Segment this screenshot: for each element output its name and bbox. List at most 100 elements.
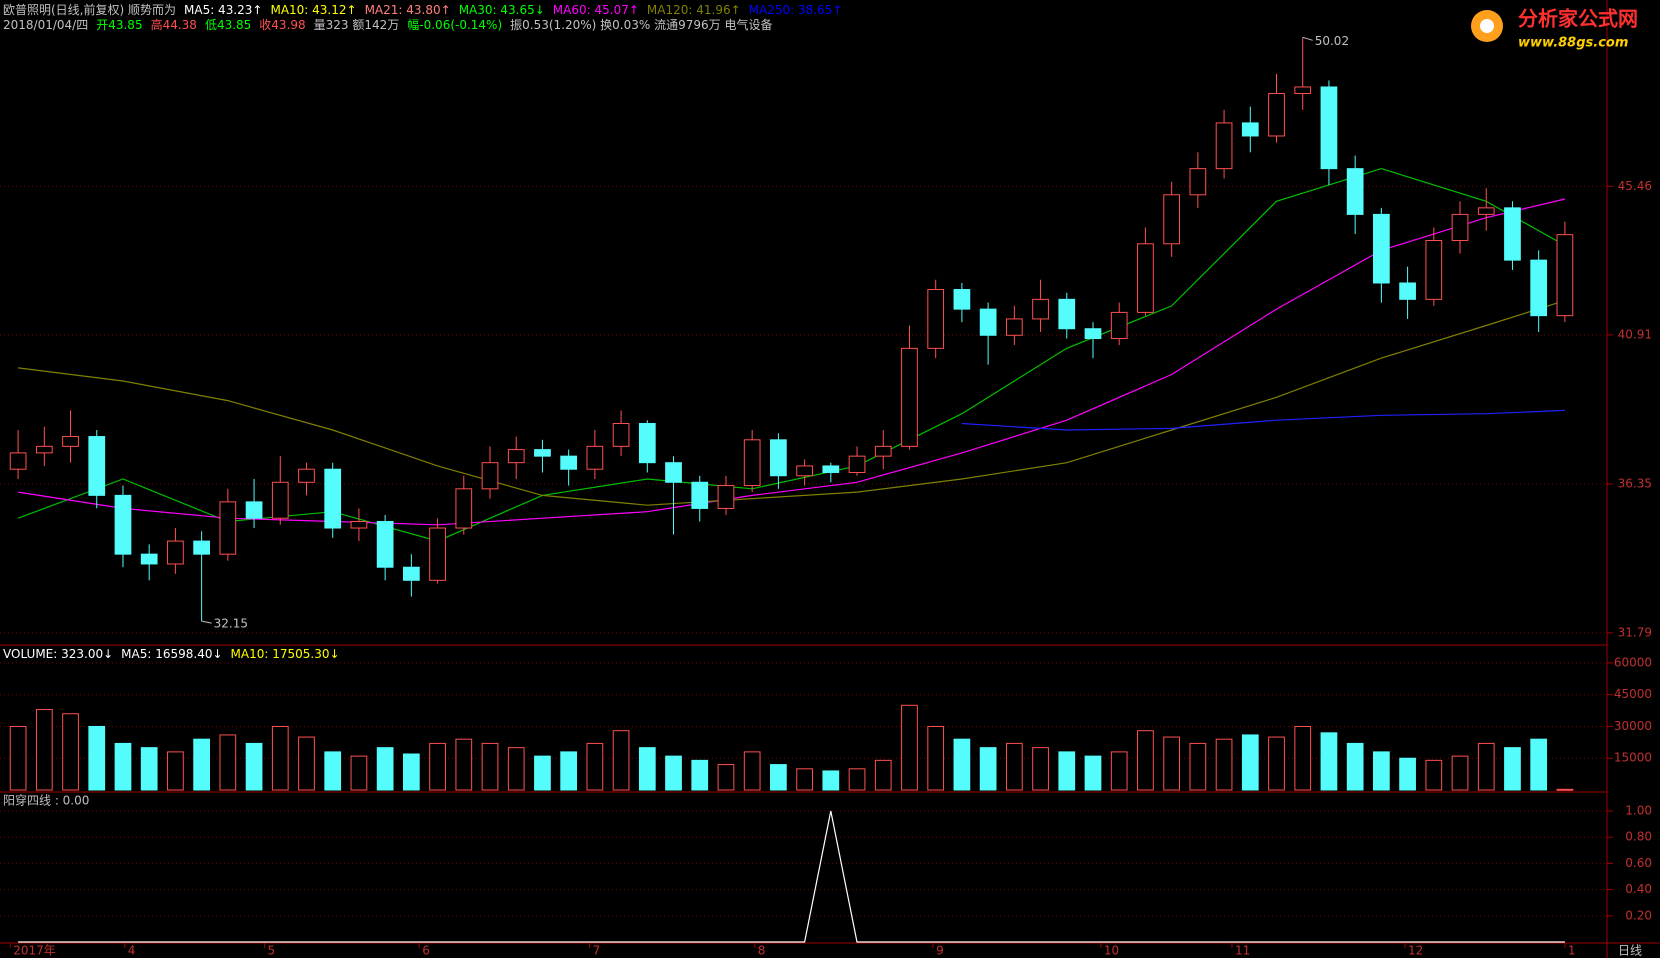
volume-bar xyxy=(1504,747,1521,791)
y-tick-label: 40.91 xyxy=(1618,327,1652,341)
volume-label: VOLUME: 323.00↓ MA5: 16598.40↓ MA10: 17505… xyxy=(3,647,340,661)
annotation-pointer xyxy=(201,620,212,624)
volume-bar xyxy=(717,764,735,791)
volume-bar xyxy=(1110,751,1128,791)
annotation: 32.15 xyxy=(214,617,248,631)
candle-body xyxy=(1451,213,1469,242)
candle-body xyxy=(455,488,473,529)
candle-body xyxy=(114,494,132,555)
x-tick-label: 4 xyxy=(128,944,136,958)
header-item: MA30: 43.65↓ xyxy=(459,3,545,17)
candle-body xyxy=(298,468,315,483)
volume-bar xyxy=(271,725,289,791)
volume-bar xyxy=(822,770,840,791)
candle-body xyxy=(979,308,997,336)
y-tick-label: 45000 xyxy=(1614,687,1652,701)
x-tick-label: 10 xyxy=(1104,944,1119,958)
volume-bar xyxy=(927,725,945,791)
y-tick-label: 0.60 xyxy=(1625,856,1652,870)
candle-body xyxy=(848,455,866,473)
candle-body xyxy=(560,455,578,470)
volume-bar xyxy=(9,725,27,791)
volume-bar xyxy=(429,742,446,791)
y-tick-label: 30000 xyxy=(1614,719,1652,733)
candle-body xyxy=(691,481,709,509)
header-item: MA10: 43.12↑ xyxy=(270,3,356,17)
volume-bar xyxy=(1268,736,1285,791)
logo-name: 分析家公式网 xyxy=(1518,7,1638,31)
volume-label-item: MA5: 16598.40↓ xyxy=(121,647,222,661)
volume-bar xyxy=(1425,759,1443,791)
volume-bar xyxy=(167,751,184,791)
y-tick-label: 15000 xyxy=(1614,751,1652,765)
candle-body xyxy=(1032,298,1049,320)
volume-bar xyxy=(1320,732,1338,791)
header-item: 开43.85 xyxy=(96,18,142,32)
volume-bar xyxy=(1373,751,1390,791)
header-item: MA21: 43.80↑ xyxy=(365,3,451,17)
candle-body xyxy=(481,462,499,490)
logo: 分析家公式网 www.88gs.com xyxy=(1471,7,1638,51)
volume-bar xyxy=(1189,742,1207,791)
candle-body xyxy=(1320,86,1338,170)
volume-bar xyxy=(376,747,394,791)
candle-body xyxy=(245,501,263,519)
indicator-line xyxy=(18,810,1565,943)
candle-body xyxy=(1373,213,1390,284)
volume-bar xyxy=(560,751,578,791)
candle-body xyxy=(62,436,79,447)
header-item: MA5: 43.23↑ xyxy=(184,3,262,17)
candle-body xyxy=(193,540,210,555)
volume-bar xyxy=(1032,747,1049,791)
candle-body xyxy=(796,465,813,477)
logo-url: www.88gs.com xyxy=(1518,36,1628,51)
candle-body xyxy=(324,468,342,529)
candle-body xyxy=(743,439,761,487)
candle-body xyxy=(1268,93,1285,137)
candle-body xyxy=(1058,298,1076,330)
volume-bar xyxy=(1084,755,1102,791)
candle-body xyxy=(953,289,971,310)
candle-body xyxy=(1346,168,1364,215)
y-tick-label: 0.80 xyxy=(1625,830,1652,844)
candle-body xyxy=(1556,234,1574,317)
volume-bar xyxy=(114,742,132,791)
volume-bar xyxy=(638,747,656,791)
header-item: 收43.98 xyxy=(259,18,305,32)
candle-body xyxy=(901,347,918,447)
x-tick-label: 12 xyxy=(1408,944,1423,958)
volume-bar xyxy=(534,755,551,791)
x-tick-label: 2017年 xyxy=(13,944,56,958)
candle-body xyxy=(1189,168,1207,196)
volume-bar xyxy=(35,709,53,791)
volume-bar xyxy=(979,747,997,791)
header-item: MA60: 45.07↑ xyxy=(553,3,639,17)
candle-body xyxy=(612,422,630,447)
y-tick-label: 0.20 xyxy=(1625,908,1652,922)
volume-bar xyxy=(796,768,813,791)
candle-body xyxy=(717,485,735,509)
candle-body xyxy=(1530,259,1548,317)
candle-body xyxy=(1005,318,1023,336)
header-line: 欧普照明(日线,前复权) 顺势而为 MA5: 43.23↑ MA10: 43.12↑… xyxy=(3,2,842,17)
x-tick-label: 6 xyxy=(422,944,430,958)
candle-body xyxy=(140,553,158,565)
candle-body xyxy=(822,465,840,473)
candle-body xyxy=(1084,328,1102,340)
candle-body xyxy=(376,520,394,568)
candle-body xyxy=(586,445,604,470)
volume-bar xyxy=(770,764,787,791)
volume-bar xyxy=(1346,742,1364,791)
y-tick-label: 60000 xyxy=(1614,655,1652,669)
candle-body xyxy=(1399,282,1416,300)
volume-bar xyxy=(298,736,315,791)
y-tick-label: 36.35 xyxy=(1618,476,1652,490)
volume-label-item: VOLUME: 323.00↓ xyxy=(3,647,113,661)
volume-bar xyxy=(507,747,525,791)
period-label: 日线 xyxy=(1618,944,1642,958)
x-tick-label: 7 xyxy=(593,944,601,958)
volume-bar xyxy=(1530,738,1548,791)
volume-bar xyxy=(1556,788,1574,791)
volume-bar xyxy=(1058,751,1076,791)
